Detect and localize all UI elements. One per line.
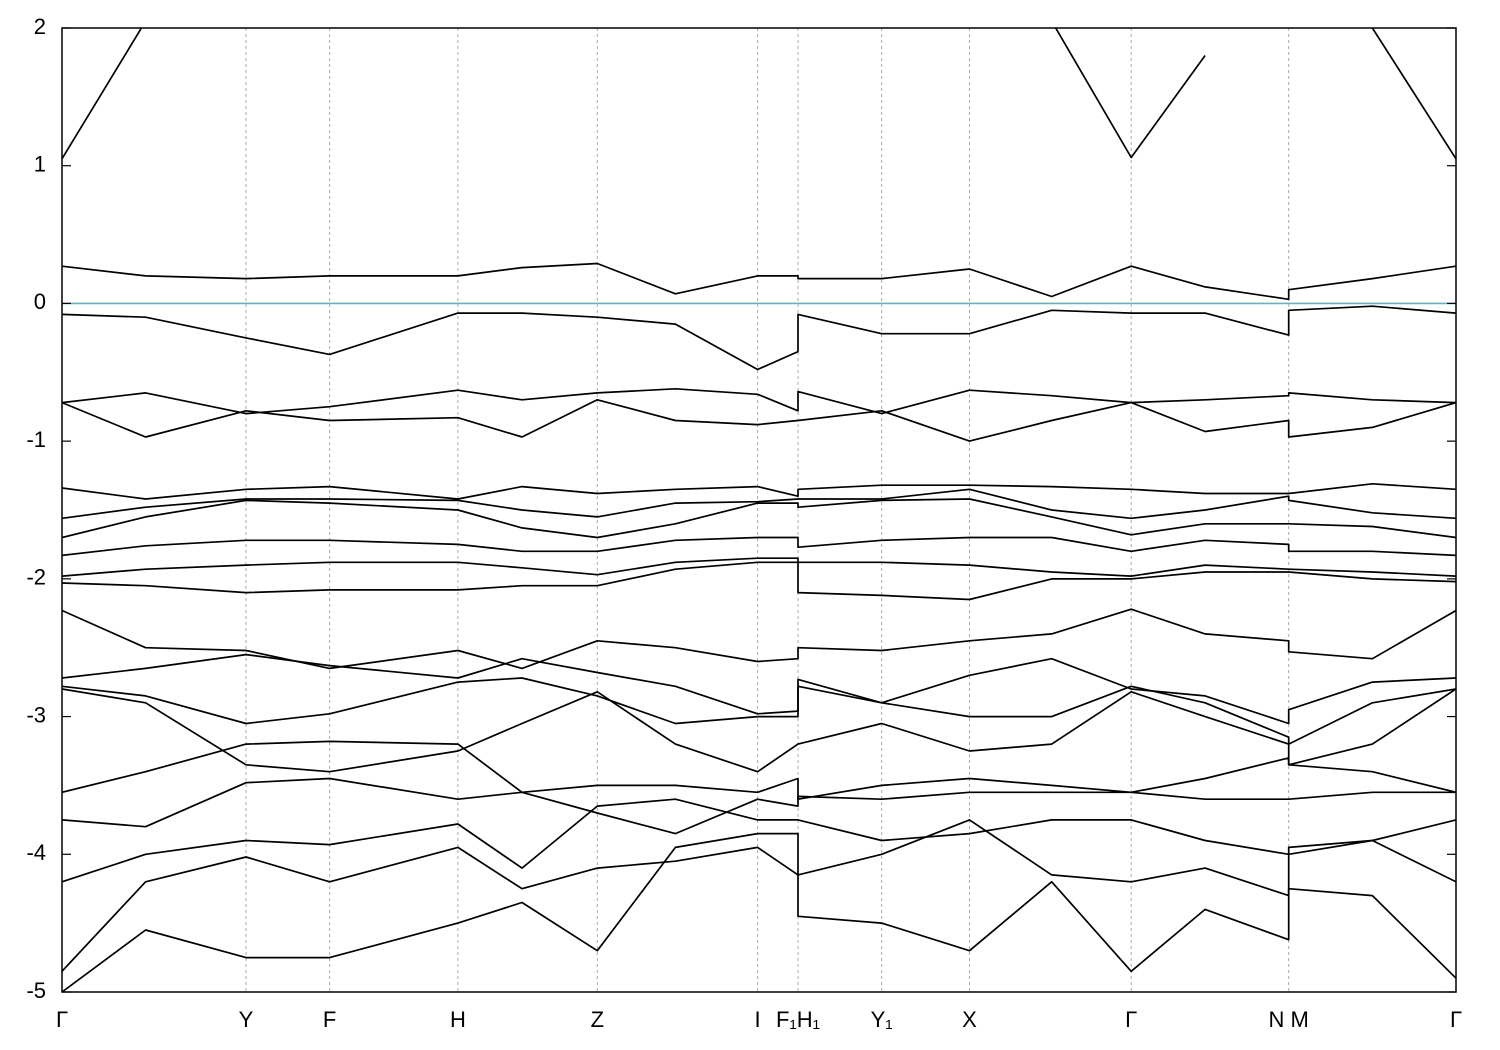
y-tick-label: -3 <box>26 702 46 727</box>
x-tick-label: Γ <box>1125 1007 1137 1032</box>
band-line <box>62 688 1456 773</box>
x-tick-label: Γ <box>1450 1007 1462 1032</box>
band-line <box>62 740 1456 801</box>
y-tick-label: -2 <box>26 565 46 590</box>
axis-labels: 2 1 0 -1 -2 -3 -4 -5 Γ Y F H Z I F₁H₁ Y₁ X Γ N M Γ <box>26 14 1462 1032</box>
band-line <box>62 777 1456 835</box>
x-tick-label: Γ <box>56 1007 68 1032</box>
y-tick-label: -5 <box>26 978 46 1003</box>
band-line <box>62 608 1456 670</box>
y-tick-label: -4 <box>26 840 46 865</box>
x-tick-label: Y <box>239 1007 254 1032</box>
band-line <box>62 557 1456 577</box>
band-line <box>62 536 1456 557</box>
x-tick-label: F <box>323 1007 336 1032</box>
y-tick-label: 2 <box>34 14 46 39</box>
band-line <box>62 305 1456 371</box>
band-line <box>62 398 1456 442</box>
x-tick-label: Z <box>591 1007 604 1032</box>
x-tick-label: H <box>450 1007 466 1032</box>
band-line <box>62 561 1456 601</box>
band-line <box>62 832 1456 992</box>
band-line <box>62 677 1456 745</box>
x-tick-label: I <box>755 1007 761 1032</box>
band-line <box>62 28 1456 160</box>
band-line <box>62 488 1456 520</box>
plot-frame <box>61 27 1457 993</box>
x-tick-label: X <box>962 1007 977 1032</box>
bands <box>62 28 1456 992</box>
x-tick-label: Y₁ <box>871 1007 893 1032</box>
band-line <box>62 498 1456 539</box>
x-tick-label: N M <box>1269 1007 1309 1032</box>
y-tick-label: -1 <box>26 427 46 452</box>
band-line <box>62 262 1456 301</box>
x-tick-label: F₁H₁ <box>776 1007 820 1032</box>
y-tick-label: 0 <box>34 289 46 314</box>
band-line <box>62 482 1456 500</box>
band-line <box>62 387 1456 415</box>
y-tick-label: 1 <box>34 152 46 177</box>
